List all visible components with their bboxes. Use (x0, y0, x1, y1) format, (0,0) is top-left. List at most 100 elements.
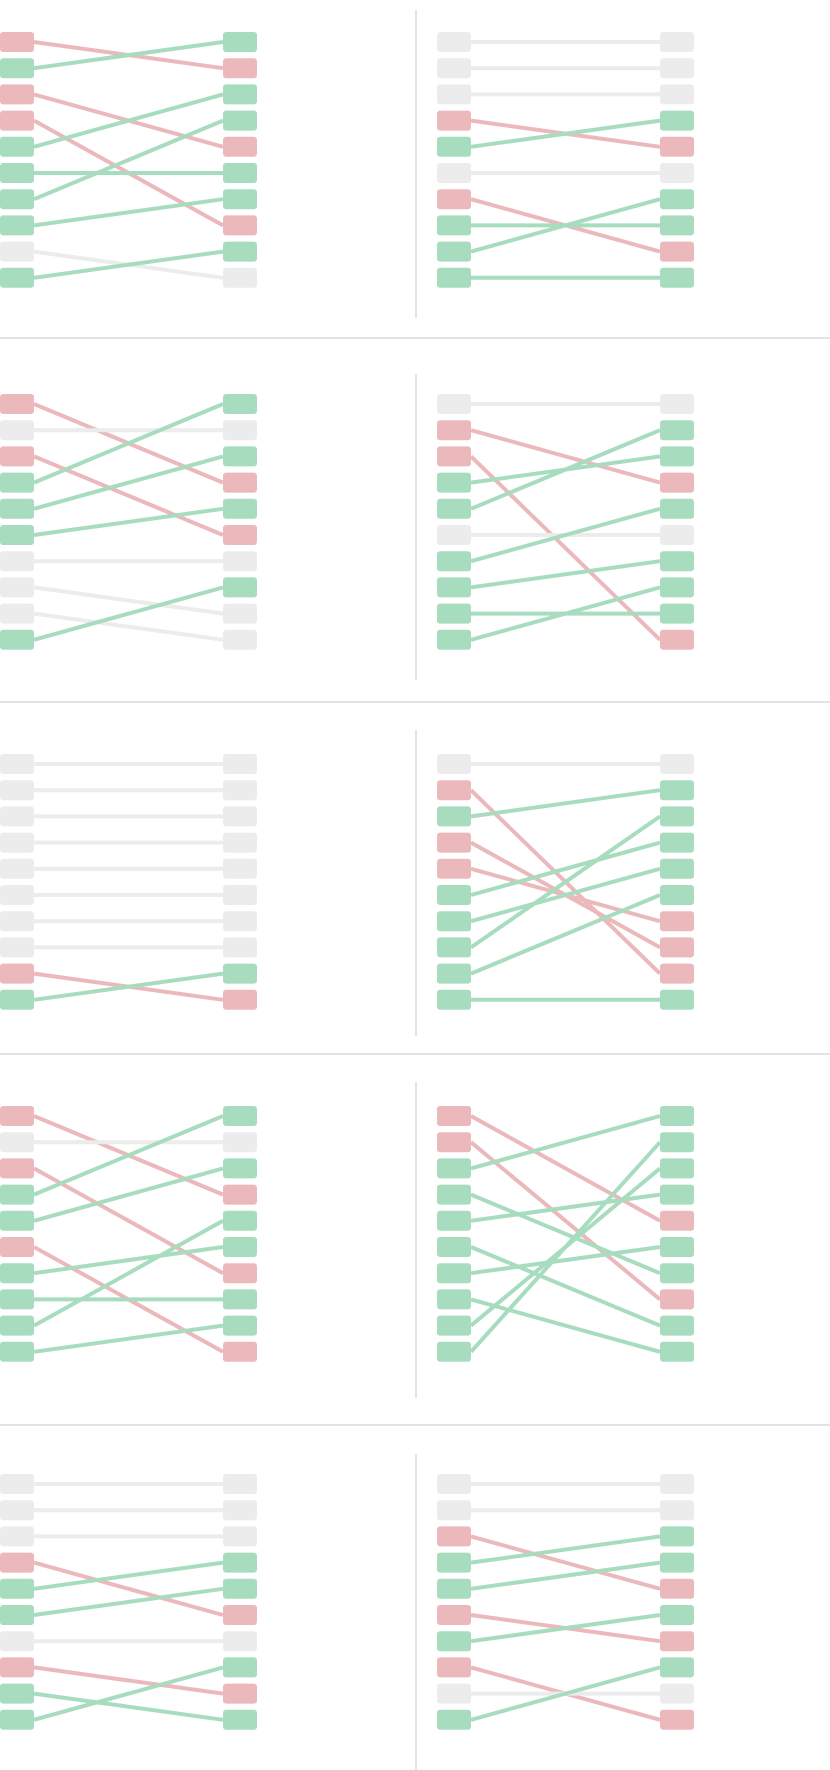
link-8-to-6 (470, 197, 661, 254)
link-4-to-1 (470, 428, 661, 511)
right-node-5-good (660, 1237, 694, 1257)
nodes (0, 394, 257, 650)
left-node-8-good (437, 963, 471, 984)
panel-r5-c2 (437, 1474, 694, 1730)
right-node-5-good (223, 1237, 257, 1257)
link-7-to-6 (470, 559, 661, 590)
nodes (0, 754, 257, 1010)
right-node-2-good (660, 1526, 694, 1547)
right-node-7-bad (660, 1289, 694, 1310)
left-node-0-neutral (437, 32, 471, 52)
left-node-3-good (0, 472, 34, 493)
left-node-7-bad (0, 1657, 34, 1678)
right-node-7-bad (660, 937, 694, 958)
left-node-2-neutral (0, 806, 34, 827)
left-node-0-bad (437, 1106, 471, 1126)
link-0-to-4 (470, 1114, 661, 1223)
right-node-2-good (223, 1158, 257, 1179)
link-2-to-4 (470, 1534, 661, 1591)
right-node-2-neutral (223, 1526, 257, 1547)
links (33, 1482, 224, 1722)
right-node-4-bad (660, 1210, 694, 1231)
right-node-9-good (660, 1341, 694, 1362)
link-4-to-2 (33, 92, 224, 149)
right-node-3-good (660, 1184, 694, 1205)
left-node-9-good (0, 629, 34, 650)
link-6-to-5 (33, 1245, 224, 1276)
left-node-6-good (437, 1631, 471, 1652)
left-node-4-good (0, 1578, 34, 1599)
link-1-to-7 (469, 1140, 662, 1301)
right-node-9-good (223, 1709, 257, 1730)
left-node-4-bad (437, 858, 471, 879)
right-node-7-good (223, 1289, 257, 1310)
left-node-5-good (437, 1237, 471, 1257)
right-node-5-bad (223, 1605, 257, 1625)
left-node-7-neutral (0, 937, 34, 958)
left-node-8-good (0, 1683, 34, 1704)
link-1-to-3 (470, 428, 661, 485)
left-node-8-good (437, 241, 471, 262)
links (470, 40, 661, 280)
links (469, 762, 662, 1002)
left-node-4-good (0, 1210, 34, 1231)
right-node-7-neutral (223, 937, 257, 958)
left-node-6-good (0, 189, 34, 210)
links (33, 762, 224, 1002)
right-node-8-good (223, 963, 257, 984)
right-node-9-good (660, 267, 694, 288)
right-node-6-bad (660, 1631, 694, 1652)
right-node-6-bad (223, 1263, 257, 1284)
links (33, 40, 224, 280)
left-node-3-good (437, 1552, 471, 1573)
right-node-1-neutral (223, 1500, 257, 1521)
left-node-1-bad (437, 1132, 471, 1153)
left-node-6-neutral (0, 911, 34, 932)
right-node-8-bad (660, 241, 694, 262)
left-node-2-bad (0, 446, 34, 467)
right-node-9-bad (223, 989, 257, 1010)
links (33, 402, 224, 642)
right-node-6-good (660, 1263, 694, 1284)
right-node-4-good (660, 498, 694, 519)
link-3-to-2 (470, 1534, 661, 1565)
link-3-to-6 (470, 1192, 661, 1276)
right-node-7-good (223, 1657, 257, 1678)
left-node-5-good (0, 163, 34, 183)
link-8-to-9 (33, 1691, 224, 1722)
link-9-to-7 (470, 585, 661, 642)
right-node-0-neutral (223, 754, 257, 774)
left-node-1-neutral (0, 1132, 34, 1153)
right-node-2-good (660, 806, 694, 827)
panel-r4-c1 (0, 1106, 257, 1362)
link-9-to-8 (33, 971, 224, 1002)
link-4-to-2 (33, 454, 224, 511)
right-node-5-bad (223, 525, 257, 545)
link-9-to-7 (470, 1665, 661, 1722)
left-node-1-neutral (437, 58, 471, 79)
left-node-6-neutral (0, 551, 34, 572)
link-2-to-9 (469, 454, 662, 642)
left-node-3-neutral (0, 832, 34, 853)
nodes (437, 1474, 694, 1730)
right-node-7-bad (223, 215, 257, 236)
left-node-2-bad (437, 446, 471, 467)
left-node-1-bad (437, 780, 471, 801)
right-node-5-good (660, 885, 694, 905)
panels (0, 32, 694, 1730)
right-node-9-neutral (223, 267, 257, 288)
left-node-8-bad (0, 963, 34, 984)
left-node-9-good (0, 1709, 34, 1730)
nodes (0, 32, 257, 288)
left-node-3-bad (0, 1552, 34, 1573)
links (470, 1482, 661, 1722)
right-node-6-neutral (223, 911, 257, 932)
left-node-7-good (437, 937, 471, 958)
panel-r2-c1 (0, 394, 257, 650)
left-node-9-good (0, 267, 34, 288)
right-node-2-neutral (223, 806, 257, 827)
left-node-2-neutral (0, 1526, 34, 1547)
link-9-to-7 (33, 1665, 224, 1722)
right-node-8-good (223, 241, 257, 262)
